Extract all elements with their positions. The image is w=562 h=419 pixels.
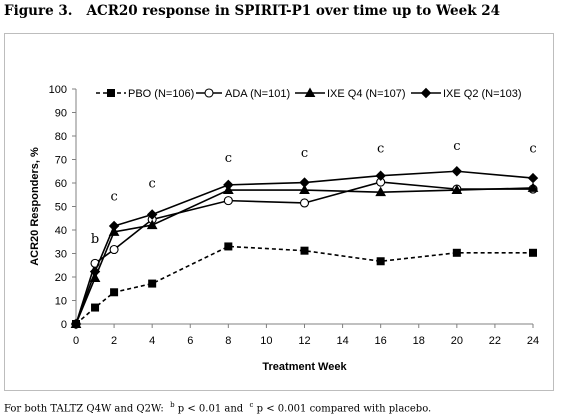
x-tick-label: 6 (187, 335, 193, 347)
legend-label: IXE Q2 (N=103) (443, 88, 522, 100)
x-tick-label: 22 (489, 335, 501, 347)
significance-marker: c (377, 141, 384, 156)
y-axis-label: ACR20 Responders, % (29, 147, 41, 266)
x-tick-label: 12 (298, 335, 310, 347)
significance-marker: c (301, 146, 308, 161)
footnote-b-mark: b (170, 401, 174, 409)
data-point (453, 249, 460, 256)
x-tick-label: 0 (73, 335, 79, 347)
y-tick-label: 10 (55, 296, 67, 308)
x-tick-label: 2 (111, 335, 117, 347)
x-tick-label: 18 (413, 335, 425, 347)
x-tick-label: 14 (336, 335, 348, 347)
x-tick-label: 10 (260, 335, 272, 347)
significance-marker: c (453, 139, 460, 154)
legend-item: PBO (N=106) (96, 88, 194, 100)
data-point (224, 180, 233, 189)
y-tick-label: 80 (55, 131, 67, 143)
legend-item: IXE Q2 (N=103) (411, 88, 522, 100)
footnote-c-mark: c (250, 401, 254, 409)
chart-annotations: b c c c c c c c (91, 139, 537, 247)
data-point (149, 280, 156, 287)
footnote-c-text: p < 0.001 compared with placebo. (257, 403, 432, 414)
data-point (300, 178, 309, 187)
footnote-b-text: p < 0.01 and (178, 403, 243, 414)
y-tick-label: 30 (55, 249, 67, 261)
legend-marker (108, 90, 115, 97)
footnote: For both TALTZ Q4W and Q2W: b p < 0.01 a… (4, 401, 431, 414)
x-tick-label: 4 (149, 335, 155, 347)
data-point (110, 222, 119, 231)
significance-marker: c (110, 190, 117, 205)
data-point (110, 246, 118, 254)
data-point (111, 289, 118, 296)
x-tick-label: 8 (225, 335, 231, 347)
legend-item: IXE Q4 (N=107) (295, 88, 406, 100)
x-tick-label: 16 (375, 335, 387, 347)
data-point (225, 243, 232, 250)
legend-label: ADA (N=101) (225, 88, 290, 100)
y-tick-label: 20 (55, 272, 67, 284)
data-point (224, 197, 232, 205)
data-point (452, 167, 461, 176)
significance-marker: b (91, 232, 99, 247)
series-line (76, 188, 533, 324)
y-tick-label: 100 (49, 84, 67, 96)
legend-item: ADA (N=101) (196, 88, 290, 100)
significance-marker: c (529, 141, 536, 156)
data-point (377, 258, 384, 265)
y-tick-label: 90 (55, 108, 67, 120)
y-tick-label: 60 (55, 178, 67, 190)
x-axis-label: Treatment Week (262, 361, 347, 373)
footnote-prefix: For both TALTZ Q4W and Q2W: (4, 403, 164, 414)
series-0 (73, 243, 537, 328)
chart-legend: PBO (N=106) ADA (N=101) IXE Q4 (N=107) IXE … (96, 88, 522, 100)
series-line (76, 246, 533, 324)
y-tick-label: 0 (61, 319, 67, 331)
data-point (301, 247, 308, 254)
legend-label: PBO (N=106) (128, 88, 194, 100)
data-point (92, 304, 99, 311)
data-point (530, 249, 537, 256)
data-point (529, 174, 538, 183)
data-point (301, 199, 309, 207)
y-tick-label: 40 (55, 225, 67, 237)
y-tick-label: 50 (55, 202, 67, 214)
legend-marker (422, 89, 431, 98)
significance-marker: c (149, 177, 156, 192)
significance-marker: c (225, 151, 232, 166)
x-tick-label: 24 (527, 335, 539, 347)
legend-marker (205, 89, 213, 97)
chart-series (72, 167, 538, 329)
y-tick-label: 70 (55, 155, 67, 167)
x-tick-label: 20 (451, 335, 463, 347)
legend-label: IXE Q4 (N=107) (327, 88, 406, 100)
